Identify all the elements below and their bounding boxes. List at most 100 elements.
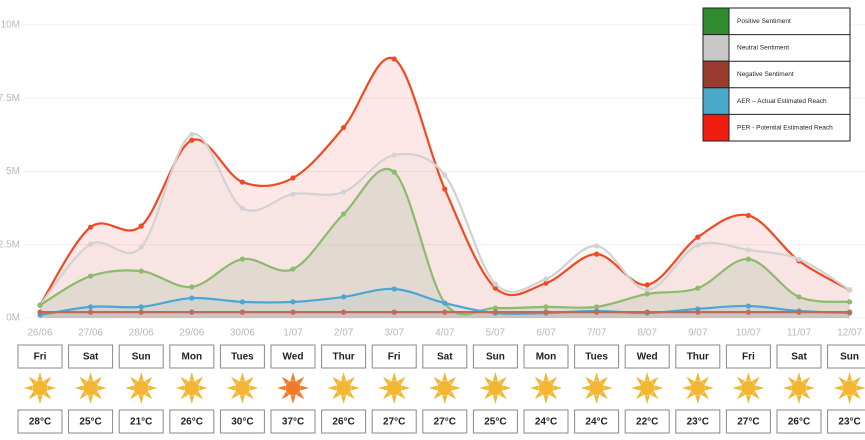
x-tick-label: 30/06	[230, 328, 255, 339]
weather-icon-core	[689, 380, 706, 396]
y-tick-label: 5M	[6, 166, 20, 177]
day-box	[17, 344, 63, 369]
data-point	[189, 295, 195, 301]
temp-label: 28°C	[29, 417, 51, 428]
series-area	[40, 168, 850, 318]
data-point	[239, 205, 245, 211]
data-point	[847, 299, 853, 305]
data-point	[37, 309, 43, 315]
day-label: Wed	[637, 352, 658, 363]
temp-label: 22°C	[636, 417, 658, 428]
day-box	[472, 344, 518, 369]
data-point	[695, 234, 701, 240]
legend: Positive Sentiment Neutral Sentiment Negat…	[702, 7, 851, 142]
x-tick-label: 8/07	[637, 328, 657, 339]
day-label: Sun	[486, 352, 505, 363]
data-point	[695, 309, 701, 315]
data-point	[543, 304, 549, 310]
data-point	[644, 282, 650, 288]
data-point	[492, 305, 498, 311]
x-tick-label: 10/07	[736, 328, 761, 339]
weather-icon-core	[32, 380, 48, 396]
data-point	[189, 131, 195, 137]
legend-label: PER - Potential Estimated Reach	[737, 124, 833, 131]
data-point	[391, 56, 397, 62]
weather-icon-core	[234, 380, 251, 396]
data-point	[239, 179, 245, 185]
y-tick-label: 0M	[6, 313, 20, 324]
day-box	[118, 344, 164, 369]
temp-box	[169, 409, 215, 434]
data-point	[138, 268, 144, 274]
data-point	[88, 224, 94, 230]
day-box	[270, 344, 316, 369]
weather-icon-core	[285, 380, 301, 396]
data-point	[88, 273, 94, 279]
data-point	[543, 309, 549, 315]
legend-label: AER – Actual Estimated Reach	[737, 98, 827, 105]
weather-icon-core	[487, 380, 504, 396]
data-point	[847, 309, 853, 315]
day-box	[219, 344, 265, 369]
day-box	[169, 344, 215, 369]
data-point	[290, 266, 296, 272]
data-point	[594, 251, 600, 257]
x-tick-label: 5/07	[486, 328, 506, 339]
weather-icon-core	[82, 380, 99, 396]
data-point	[37, 302, 43, 308]
data-point	[239, 309, 245, 315]
data-point	[745, 309, 752, 315]
x-tick-label: 11/07	[787, 328, 812, 339]
day-label: Fri	[742, 352, 755, 363]
data-point	[138, 223, 144, 229]
data-point	[189, 309, 195, 315]
data-point	[442, 309, 448, 315]
data-point	[138, 244, 144, 250]
day-label: Sat	[83, 352, 99, 363]
data-point	[290, 299, 296, 305]
temp-box	[118, 409, 164, 434]
data-point	[492, 281, 498, 287]
weather-icon-core	[436, 380, 453, 396]
day-label: Mon	[536, 352, 557, 363]
legend-swatch	[702, 113, 730, 142]
data-point	[189, 137, 195, 143]
temp-label: 25°C	[79, 417, 101, 428]
legend-swatch	[702, 60, 730, 89]
day-box	[68, 344, 114, 369]
day-box	[827, 344, 865, 369]
day-label: Sat	[437, 352, 453, 363]
x-tick-label: 28/06	[129, 328, 154, 339]
day-label: Tues	[585, 352, 608, 363]
data-point	[391, 286, 397, 292]
temp-box	[523, 409, 569, 434]
x-tick-label: 2/07	[334, 328, 354, 339]
day-label: Sun	[840, 352, 859, 363]
day-box	[371, 344, 417, 369]
day-box	[624, 344, 670, 369]
legend-swatch	[702, 87, 730, 115]
legend-label: Positive Sentiment	[737, 18, 791, 25]
day-label: Wed	[283, 352, 304, 363]
temp-box	[422, 409, 468, 434]
temp-label: 27°C	[434, 417, 456, 428]
day-box	[776, 344, 822, 369]
data-point	[442, 172, 448, 178]
temp-box	[68, 409, 114, 434]
legend-swatch	[702, 34, 730, 62]
series-line	[39, 168, 850, 316]
temp-box	[827, 409, 865, 434]
data-point	[88, 309, 94, 315]
temp-box	[270, 409, 316, 434]
data-point	[290, 309, 296, 315]
data-point	[847, 287, 853, 293]
temp-label: 27°C	[383, 417, 405, 428]
data-point	[442, 300, 448, 306]
x-tick-label: 27/06	[78, 328, 103, 339]
data-point	[341, 124, 347, 131]
legend-label: Neutral Sentiment	[737, 45, 789, 52]
data-point	[594, 309, 600, 315]
temp-box	[371, 409, 417, 434]
data-point	[442, 186, 448, 192]
series-area	[40, 133, 850, 318]
